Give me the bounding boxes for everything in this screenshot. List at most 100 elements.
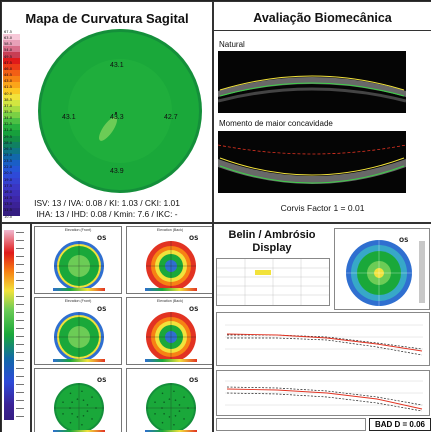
thumbnail-colorbar (145, 430, 197, 432)
scale-label: 17.5 (4, 183, 13, 188)
sagittal-title: Mapa de Curvatura Sagital (25, 11, 189, 26)
scale-tick (16, 232, 24, 233)
map-value-top: 43.1 (110, 62, 124, 69)
thumbnail-title: Elevation (Front) (64, 228, 92, 232)
thumbnail-eye-label: OS (97, 235, 107, 242)
thumbnail-title: Elevation (Back) (156, 228, 184, 232)
thumbnail-map (54, 383, 104, 432)
scale-label: 54.0 (4, 48, 13, 53)
elevation-color-scale (4, 230, 14, 420)
scale-label: 46.0 (4, 66, 13, 71)
scale-tick (16, 320, 24, 321)
scale-label: 44.5 (4, 73, 13, 78)
thumbnail-title: Elevation (Front) (64, 299, 92, 303)
concavity-cross-section (218, 131, 406, 193)
elevation-thumbnail: Elevation (Front) OS (34, 226, 122, 294)
scale-tick (16, 392, 24, 393)
natural-front-curve (219, 75, 405, 91)
natural-label: Natural (219, 40, 245, 49)
scale-tick (16, 296, 24, 297)
indices-line-1: ISV: 13 / IVA: 0.08 / KI: 1.03 / CKI: 1.… (34, 198, 180, 208)
scale-label: 10.0 (4, 214, 13, 219)
thumbnail-eye-label: OS (97, 306, 107, 313)
scale-tick (16, 280, 24, 281)
scale-label: 22.0 (4, 165, 13, 170)
thumbnail-colorbar (53, 430, 105, 432)
scale-label: 29.5 (4, 134, 13, 139)
thumbnail-map (54, 312, 104, 362)
scale-label: 16.0 (4, 189, 13, 194)
elevation-thumbnail: OS (34, 368, 122, 432)
biomech-title: Avaliação Biomecânica (253, 11, 392, 25)
scale-label: 41.5 (4, 85, 13, 90)
thumbnail-colorbar (53, 288, 105, 291)
map-value-center: 43.3 (110, 114, 124, 121)
scale-label: 37.0 (4, 103, 13, 108)
scale-label: 43.0 (4, 79, 13, 84)
thumbnail-title: Elevation (Back) (156, 299, 184, 303)
map-steep-zone (98, 117, 118, 141)
belin-graph-bottom (216, 370, 430, 416)
thumbnail-colorbar (53, 359, 105, 362)
belin-title-line2: Display (252, 242, 292, 254)
scale-label: 40.0 (4, 91, 13, 96)
concavity-front-curve (219, 157, 405, 176)
belin-graph-top (216, 312, 430, 366)
scale-tick (16, 264, 24, 265)
corvis-factor-label: Corvis Factor 1 = 0.01 (280, 203, 365, 213)
scale-tick (16, 376, 24, 377)
map-value-right: 42.7 (164, 114, 178, 121)
thumbnail-map (54, 241, 104, 291)
scale-tick (16, 360, 24, 361)
thumbnail-map (146, 383, 196, 432)
scale-label: 20.5 (4, 171, 13, 176)
thumbnail-colorbar (145, 359, 197, 362)
map-center-mark (115, 112, 117, 114)
scale-label: 31.0 (4, 128, 13, 133)
scale-tick (16, 272, 24, 273)
elevation-thumbnail: Elevation (Back) OS (126, 226, 212, 294)
scale-tick (16, 352, 24, 353)
thumbnail-eye-label: OS (97, 377, 107, 384)
scale-tick (16, 256, 24, 257)
concavity-reference-line (218, 144, 406, 155)
scale-label: 47.5 (4, 60, 13, 65)
scale-label: 63.0 (4, 36, 13, 41)
scale-label: 34.0 (4, 116, 13, 121)
belin-panel: Belin / Ambrósio Display (213, 223, 431, 432)
map-value-left: 43.1 (62, 114, 76, 121)
belin-map-box: OS (334, 228, 430, 310)
belin-title-line1: Belin / Ambrósio (228, 229, 316, 241)
scale-label: 35.5 (4, 109, 13, 114)
scale-tick (16, 384, 24, 385)
belin-data-table (216, 258, 330, 306)
belin-footer-strip (216, 418, 366, 431)
scale-tick (16, 288, 24, 289)
concavity-label: Momento de maior concavidade (219, 119, 333, 128)
natural-back-curve (219, 82, 405, 97)
sagittal-color-scale (3, 30, 20, 222)
indices-line-2: IHA: 13 / IHD: 0.08 / Kmin: 7.6 / IKC: - (36, 209, 178, 219)
thumbnail-eye-label: OS (189, 235, 199, 242)
elevation-maps-panel: Elevation (Front) OS Elevation (Back) OS Ele… (31, 223, 213, 432)
concavity-back-curve (219, 165, 405, 184)
scale-label: 38.5 (4, 97, 13, 102)
scale-tick (16, 416, 24, 417)
scale-label: 58.5 (4, 42, 13, 47)
natural-cross-section (218, 51, 406, 113)
scale-tick (16, 304, 24, 305)
sagittal-panel: Mapa de Curvatura Sagital (1, 1, 213, 223)
scale-label: 13.0 (4, 202, 13, 207)
scale-label: 49.5 (4, 54, 13, 59)
scale-label: 23.5 (4, 159, 13, 164)
map-inner-zone (68, 59, 172, 163)
scale-label: 14.5 (4, 196, 13, 201)
thumbnail-eye-label: OS (189, 377, 199, 384)
scale-tick (16, 368, 24, 369)
scale-tick (16, 312, 24, 313)
scale-tick (16, 336, 24, 337)
scale-tick (16, 408, 24, 409)
thumbnail-colorbar (145, 288, 197, 291)
scale-label: 32.5 (4, 122, 13, 127)
scale-label: 25.0 (4, 153, 13, 157)
